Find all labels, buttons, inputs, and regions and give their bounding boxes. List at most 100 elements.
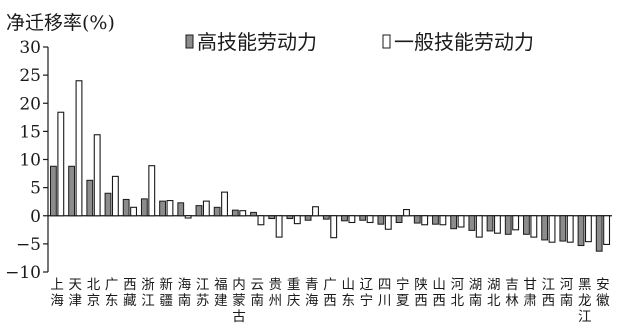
bar-high-skill-7 — [177, 202, 185, 217]
x-tick-label: 云南 — [250, 277, 264, 309]
y-tick-label: 20 — [19, 94, 41, 114]
x-tick-label: 甘肃 — [523, 277, 537, 309]
bar-high-skill-15 — [322, 215, 330, 220]
legend-label-general: 一般技能劳动力 — [394, 30, 534, 54]
bar-general-skill-15 — [330, 215, 338, 239]
bar-high-skill-10 — [231, 209, 239, 217]
x-tick-label: 江苏 — [196, 277, 210, 309]
bar-high-skill-5 — [140, 198, 148, 217]
bar-high-skill-4 — [122, 198, 130, 217]
bar-general-skill-19 — [403, 209, 410, 217]
x-tick-label: 海南 — [178, 277, 192, 309]
x-tick-label: 河南 — [560, 277, 574, 309]
bar-high-skill-8 — [195, 205, 203, 217]
bar-general-skill-9 — [221, 191, 228, 217]
x-tick-label: 湖北 — [487, 277, 501, 309]
x-tick-label: 江西 — [542, 277, 556, 309]
bar-high-skill-13 — [286, 215, 294, 220]
bar-general-skill-12 — [275, 215, 283, 238]
bar-high-skill-11 — [250, 211, 257, 217]
x-tick-label: 西藏 — [123, 277, 137, 309]
bar-high-skill-20 — [413, 215, 421, 224]
bar-general-skill-27 — [548, 215, 556, 243]
bar-general-skill-22 — [457, 215, 465, 228]
bar-general-skill-4 — [130, 206, 138, 217]
x-tick-label: 辽宁 — [360, 277, 374, 309]
bar-high-skill-21 — [432, 215, 439, 225]
bar-high-skill-19 — [395, 215, 403, 223]
bar-general-skill-29 — [584, 215, 592, 243]
x-tick-label: 山东 — [341, 277, 355, 309]
bar-general-skill-0 — [57, 111, 65, 217]
x-tick-label: 北京 — [87, 277, 101, 309]
x-tick-label: 河北 — [451, 277, 465, 309]
legend-label-high: 高技能劳动力 — [197, 30, 317, 54]
bar-general-skill-14 — [312, 206, 319, 217]
y-tick-label: −5 — [16, 235, 41, 255]
bar-high-skill-26 — [523, 215, 530, 235]
y-tick-label: −10 — [5, 263, 41, 283]
x-tick-label: 上海 — [50, 277, 64, 309]
legend: 高技能劳动力 一般技能劳动力 — [185, 30, 534, 54]
bar-high-skill-24 — [486, 215, 494, 232]
bar-high-skill-12 — [268, 215, 276, 220]
bar-general-skill-5 — [148, 165, 156, 217]
x-tick-label: 福建 — [214, 277, 228, 309]
y-tick-label: 25 — [19, 66, 41, 86]
bar-general-skill-18 — [384, 215, 392, 230]
legend-swatch-high — [185, 34, 194, 49]
bar-high-skill-2 — [86, 179, 94, 217]
bar-high-skill-16 — [341, 215, 348, 222]
bar-high-skill-0 — [50, 165, 57, 217]
bars — [50, 80, 611, 252]
y-axis-label: 净迁移率(%) — [6, 12, 115, 34]
axes — [47, 47, 612, 272]
bar-high-skill-1 — [68, 165, 75, 217]
bar-general-skill-24 — [493, 215, 501, 234]
bar-general-skill-23 — [475, 215, 483, 238]
x-tick-label: 重庆 — [287, 277, 301, 309]
bar-general-skill-30 — [603, 215, 611, 245]
bar-high-skill-22 — [450, 215, 458, 230]
bar-high-skill-23 — [468, 215, 476, 231]
x-tick-label: 湖南 — [469, 277, 483, 309]
x-tick-label: 广西 — [323, 277, 337, 309]
legend-swatch-general — [382, 34, 391, 49]
bar-high-skill-17 — [359, 215, 367, 221]
bar-high-skill-28 — [559, 215, 567, 242]
bar-general-skill-2 — [93, 134, 101, 217]
bar-general-skill-20 — [421, 215, 429, 226]
x-tick-label: 山西 — [432, 277, 446, 309]
bar-high-skill-29 — [577, 215, 585, 247]
bar-general-skill-26 — [530, 215, 538, 238]
x-tick-label: 贵州 — [269, 277, 283, 309]
bar-general-skill-28 — [566, 215, 574, 243]
bar-high-skill-9 — [213, 206, 221, 217]
bar-general-skill-17 — [366, 215, 374, 224]
bar-high-skill-6 — [159, 200, 166, 217]
bar-high-skill-27 — [541, 215, 549, 241]
y-tick-label: 15 — [19, 122, 41, 142]
x-tick-label: 新疆 — [160, 277, 174, 309]
x-tick-label: 浙江 — [141, 277, 155, 309]
y-tick-label: 5 — [30, 179, 41, 199]
x-tick-label: 四川 — [378, 277, 392, 309]
x-tick-label: 吉林 — [505, 277, 519, 309]
bar-general-skill-1 — [75, 80, 83, 217]
x-tick-label: 黑龙江 — [578, 277, 592, 325]
x-tick-label: 青海 — [305, 277, 319, 309]
bar-general-skill-21 — [439, 215, 447, 226]
x-tick-label: 广东 — [105, 277, 119, 309]
y-tick-label: 10 — [19, 151, 41, 171]
x-tick-label: 天津 — [69, 277, 83, 309]
bar-high-skill-25 — [504, 215, 512, 235]
bar-high-skill-3 — [104, 192, 112, 217]
bar-high-skill-14 — [304, 215, 312, 221]
x-tick-label: 陕西 — [414, 277, 428, 309]
x-ticks: 上海天津北京广东西藏浙江新疆海南江苏福建内蒙古云南贵州重庆青海广西山东辽宁四川宁… — [50, 276, 610, 325]
x-tick-label: 安徽 — [596, 277, 610, 309]
bar-general-skill-6 — [166, 200, 174, 217]
y-ticks: −10 −5 0 5 10 15 20 25 30 — [5, 38, 48, 283]
bar-general-skill-13 — [293, 215, 301, 225]
